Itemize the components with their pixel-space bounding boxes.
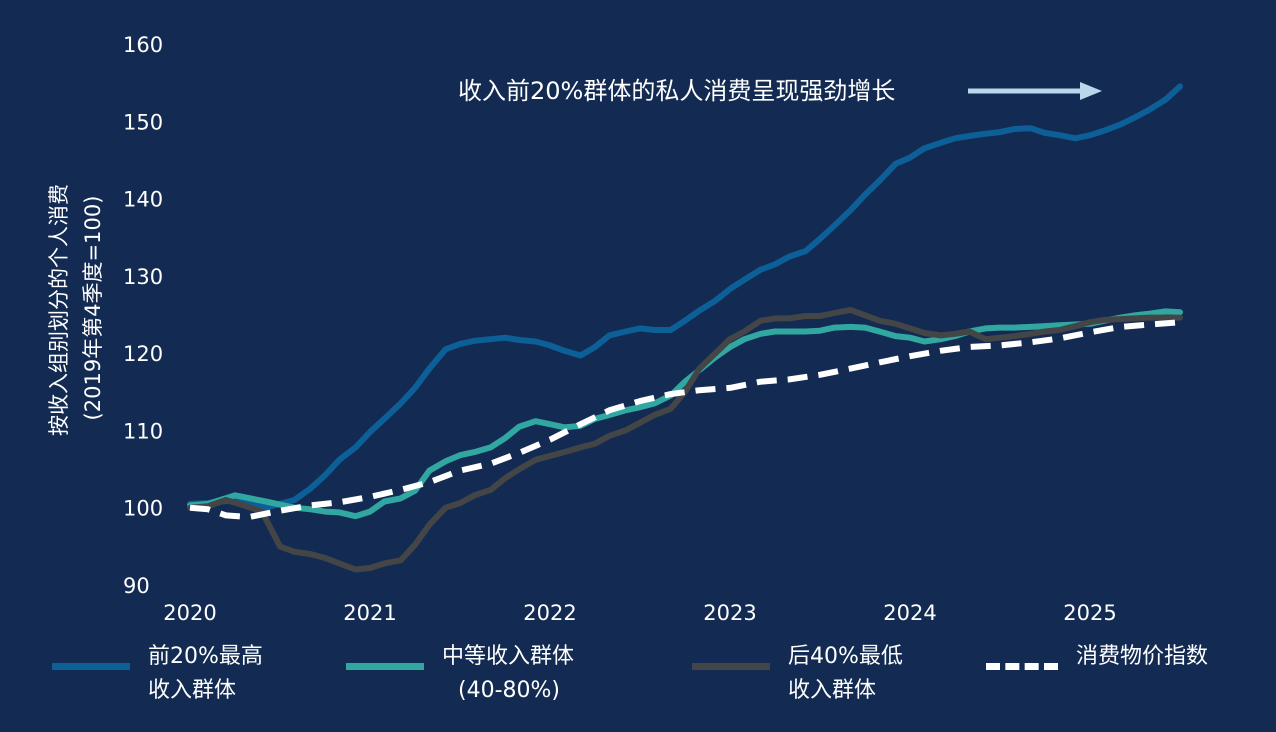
legend-swatch-bottom40 [692,663,770,670]
y-tick-label: 140 [123,188,163,212]
legend-label-bottom40-line2: 收入群体 [788,678,877,703]
y-axis-ticks: 90 100 110 120 130 140 150 160 [123,33,163,598]
legend-swatch-top20 [52,663,130,670]
x-tick-label: 2023 [703,601,756,625]
y-tick-label: 160 [123,33,163,57]
legend-swatch-middle [346,663,424,670]
legend-label-cpi: 消费物价指数 [1076,644,1209,669]
y-tick-label: 100 [123,497,163,521]
legend-label-middle-line2: (40-80%) [458,678,560,703]
legend-label-top20-line1: 前20%最高 [148,644,263,669]
y-tick-label: 90 [123,574,150,598]
x-tick-label: 2020 [163,601,216,625]
legend-swatch-cpi [986,663,1058,670]
y-tick-label: 150 [123,110,163,134]
annotation-text: 收入前20%群体的私人消费呈现强劲增长 [458,77,895,105]
y-tick-label: 110 [123,419,163,443]
y-axis-label-line2: (2019年第4季度=100) [81,196,105,421]
y-tick-label: 120 [123,342,163,366]
legend-label-top20-line2: 收入群体 [148,678,237,703]
y-axis-label-line1: 按收入组别划分的个人消费 [47,184,71,436]
series-line-bottom40 [187,306,1183,573]
series-line-cpi [189,319,1181,520]
x-tick-label: 2025 [1063,601,1116,625]
legend: 前20%最高 收入群体 中等收入群体 (40-80%) 后40%最低 收入群体 … [0,640,1276,720]
x-tick-label: 2024 [883,601,936,625]
chart: 90 100 110 120 130 140 150 160 2020 2021 2022 2023… [47,33,1183,625]
annotation-arrow-head [1080,82,1102,100]
legend-item-cpi: 消费物价指数 [986,640,1208,674]
series-line-top20 [187,83,1183,511]
series-line-middle [187,308,1183,520]
y-tick-label: 130 [123,265,163,289]
series-lines [187,83,1183,573]
legend-label-middle-line1: 中等收入群体 [442,644,575,669]
legend-item-bottom40: 后40%最低 收入群体 [692,640,903,708]
x-tick-label: 2021 [343,601,396,625]
legend-label-bottom40-line1: 后40%最低 [788,644,903,669]
x-axis-ticks: 2020 2021 2022 2023 2024 2025 [163,601,1116,625]
legend-item-middle: 中等收入群体 (40-80%) [346,640,574,708]
x-tick-label: 2022 [523,601,576,625]
legend-item-top20: 前20%最高 收入群体 [52,640,263,708]
